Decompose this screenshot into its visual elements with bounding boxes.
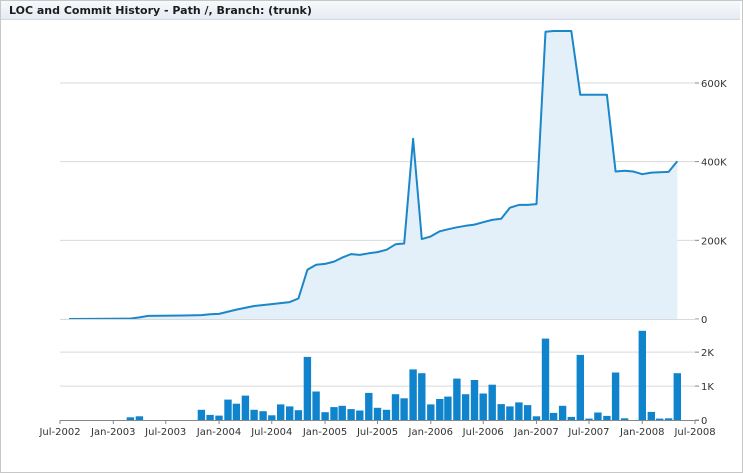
x-tick-label: Jul-2007 (567, 427, 609, 438)
commit-bar (427, 404, 435, 420)
commit-bar (259, 411, 267, 420)
commit-bar (215, 415, 223, 420)
x-tick-label: Jan-2004 (196, 427, 241, 438)
commit-bar (558, 405, 567, 421)
commit-bar (523, 405, 532, 420)
commit-bar (603, 415, 611, 420)
commit-bar (135, 416, 144, 420)
commit-bar (382, 409, 391, 420)
commit-bar (391, 394, 400, 420)
commit-bar (656, 418, 664, 420)
commit-bar (515, 402, 523, 420)
chart-title: LOC and Commit History - Path /, Branch:… (9, 4, 312, 17)
x-tick-label: Jan-2007 (513, 427, 558, 438)
commit-bar (330, 407, 338, 420)
commit-bar (338, 405, 346, 421)
commit-bar (444, 396, 452, 420)
commit-bar (488, 384, 496, 420)
commit-y-tick-label: 0 (701, 416, 707, 427)
commit-y-tick-label: 1K (701, 382, 714, 393)
x-tick-label: Jul-2006 (462, 427, 504, 438)
commit-y-tick-label: 2K (701, 348, 714, 359)
commit-bar (286, 406, 294, 420)
commit-bar (497, 404, 505, 420)
commit-bar (347, 409, 355, 420)
commit-bar (418, 373, 426, 420)
commit-bar (303, 356, 312, 420)
x-tick-label: Jul-2004 (250, 427, 292, 438)
commit-bar (197, 409, 206, 420)
commit-bar (365, 392, 373, 420)
commit-bar (461, 394, 470, 420)
x-tick-label: Jul-2003 (144, 427, 186, 438)
commit-bar (506, 406, 514, 420)
loc-y-tick-label: 600K (701, 79, 727, 90)
commit-bar (620, 418, 629, 420)
commit-bar (312, 391, 320, 420)
commit-bar (268, 415, 276, 421)
commit-bar (294, 410, 303, 420)
commit-bar (277, 404, 285, 420)
x-tick-label: Jul-2002 (38, 427, 80, 438)
commit-bar (436, 399, 444, 420)
commit-bar (532, 416, 541, 420)
commit-y-axis: 0 1K 2K (695, 348, 714, 427)
x-tick-label: Jan-2008 (619, 427, 664, 438)
loc-y-tick-label: 200K (701, 236, 727, 247)
commit-bar (541, 338, 550, 420)
commit-bar (453, 378, 461, 420)
commit-bar (470, 380, 479, 420)
commit-bar (576, 354, 584, 420)
x-tick-label: Jul-2008 (673, 427, 715, 438)
loc-y-axis: 0 200K 400K 600K (695, 79, 727, 326)
commit-gridlines (60, 351, 695, 387)
commit-bar (594, 412, 602, 420)
commit-bar (126, 417, 135, 420)
commit-bar (373, 407, 382, 420)
commit-bar (206, 414, 214, 420)
loc-y-tick-label: 400K (701, 158, 727, 169)
commit-bar (664, 418, 673, 420)
commit-bar (567, 416, 575, 420)
x-tick-label: Jan-2006 (408, 427, 453, 438)
commit-bar (585, 418, 593, 420)
commit-bar (250, 409, 258, 420)
commit-bar (549, 412, 558, 420)
loc-series-line (68, 30, 679, 320)
commit-bar (356, 410, 364, 420)
loc-area-fill (69, 31, 678, 319)
title-bar: LOC and Commit History - Path /, Branch:… (1, 1, 740, 20)
commit-bar (611, 372, 620, 420)
x-tick-label: Jan-2003 (90, 427, 135, 438)
commit-bar (400, 398, 408, 420)
commit-bar (224, 399, 232, 420)
x-tick-label: Jan-2005 (302, 427, 347, 438)
commit-bars (126, 330, 681, 421)
commit-bar (673, 373, 681, 420)
commit-bar (638, 330, 646, 420)
commit-bar (479, 393, 487, 420)
x-axis: Jul-2002 Jan-2003 Jul-2003 Jan-2004 Jul-2004… (38, 420, 716, 438)
x-tick-label: Jul-2005 (356, 427, 398, 438)
commit-bar (232, 403, 241, 420)
loc-y-tick-label: 0 (701, 315, 707, 326)
commit-bar (647, 411, 655, 420)
commit-bar (409, 369, 417, 420)
commit-bar (321, 412, 329, 420)
commit-bar (241, 395, 250, 420)
